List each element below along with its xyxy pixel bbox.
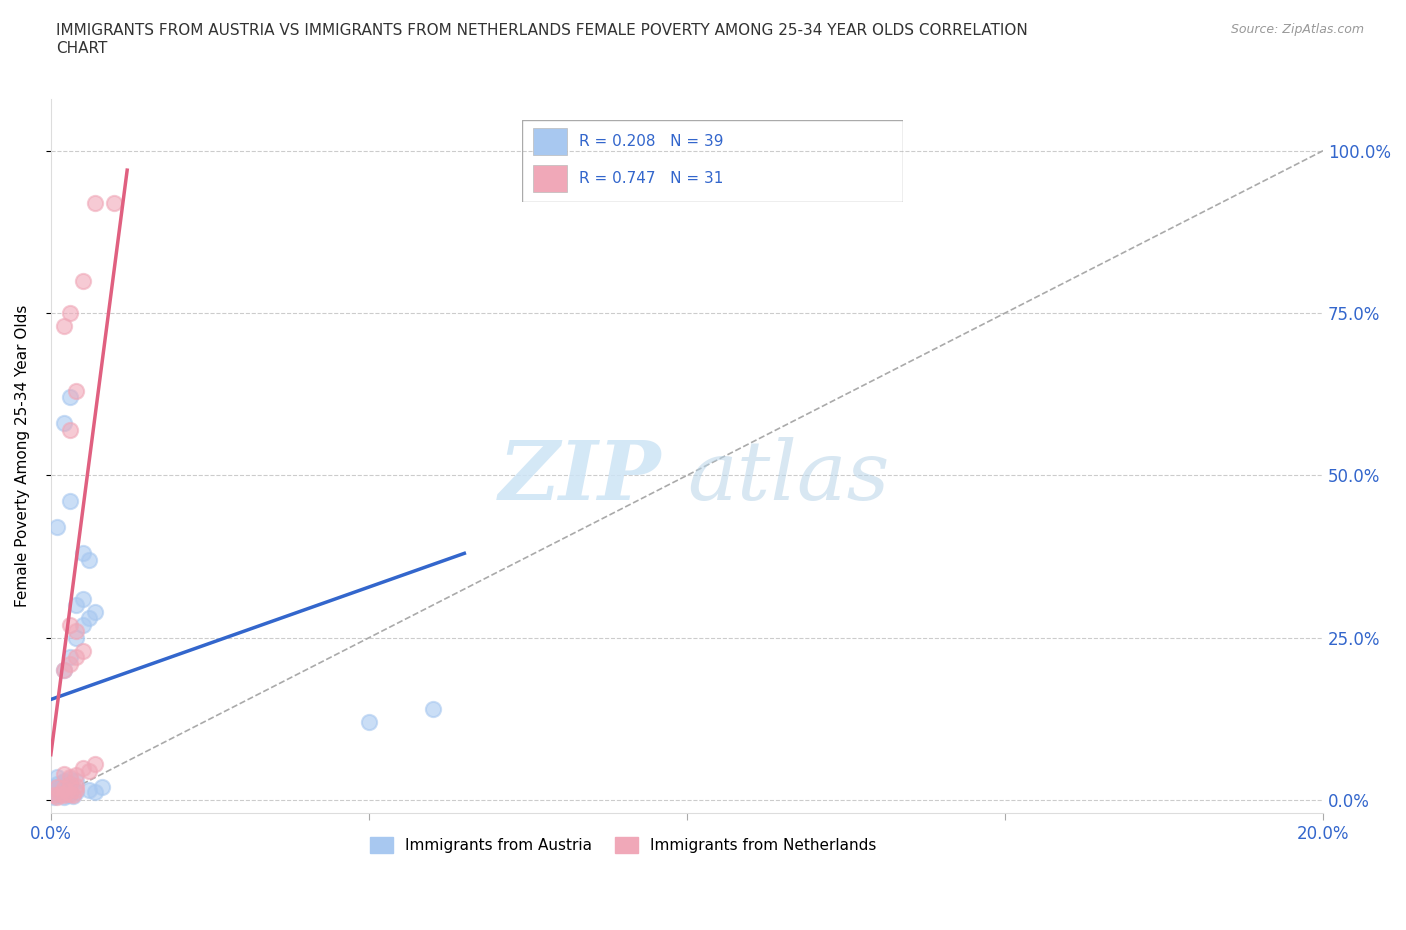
Point [65, 778, 87, 793]
Point [46, 788, 69, 803]
Text: IMMIGRANTS FROM AUSTRIA VS IMMIGRANTS FROM NETHERLANDS FEMALE POVERTY AMONG 25-3: IMMIGRANTS FROM AUSTRIA VS IMMIGRANTS FR… [56, 23, 1028, 56]
Point [59, 777, 82, 791]
Point [84, 757, 107, 772]
Point [84, 785, 107, 800]
Point [42, 779, 65, 794]
Point [42, 788, 65, 803]
Point [65, 624, 87, 639]
Point [55, 785, 77, 800]
Point [52, 788, 75, 803]
Point [65, 783, 87, 798]
Point [59, 786, 82, 801]
Point [59, 772, 82, 787]
Point [65, 631, 87, 645]
Point [65, 773, 87, 788]
Point [52, 766, 75, 781]
Text: atlas: atlas [688, 437, 890, 517]
Point [65, 383, 87, 398]
Point [59, 657, 82, 671]
Text: ZIP: ZIP [499, 437, 662, 517]
Point [77, 783, 100, 798]
Point [52, 779, 75, 794]
Point [52, 790, 75, 804]
Point [46, 520, 69, 535]
Point [72, 591, 94, 606]
Y-axis label: Female Poverty Among 25-34 Year Olds: Female Poverty Among 25-34 Year Olds [15, 305, 30, 607]
Point [49, 781, 72, 796]
Point [55, 788, 77, 803]
Point [52, 416, 75, 431]
Point [52, 663, 75, 678]
Text: Source: ZipAtlas.com: Source: ZipAtlas.com [1230, 23, 1364, 36]
Point [59, 650, 82, 665]
Point [357, 715, 380, 730]
Point [65, 785, 87, 800]
Point [72, 644, 94, 658]
Point [72, 618, 94, 632]
Point [52, 663, 75, 678]
Point [59, 618, 82, 632]
Point [49, 786, 72, 801]
Point [46, 779, 69, 794]
Point [59, 777, 82, 791]
Point [52, 775, 75, 790]
Point [52, 773, 75, 788]
Point [77, 764, 100, 778]
Point [59, 494, 82, 509]
Point [84, 195, 107, 210]
Point [90, 779, 112, 794]
Point [103, 195, 125, 210]
Point [46, 777, 69, 791]
Point [62, 788, 84, 803]
Point [59, 390, 82, 405]
Point [72, 546, 94, 561]
Point [46, 770, 69, 785]
Point [72, 760, 94, 775]
Point [72, 273, 94, 288]
Point [42, 790, 65, 804]
Point [77, 552, 100, 567]
Legend: Immigrants from Austria, Immigrants from Netherlands: Immigrants from Austria, Immigrants from… [364, 830, 883, 859]
Point [52, 781, 75, 796]
Point [422, 702, 444, 717]
Point [65, 768, 87, 783]
Point [65, 650, 87, 665]
Point [52, 319, 75, 334]
Point [84, 604, 107, 619]
Point [62, 788, 84, 803]
Point [59, 770, 82, 785]
Point [42, 786, 65, 801]
Point [49, 785, 72, 800]
Point [59, 306, 82, 321]
Point [59, 422, 82, 437]
Point [46, 790, 69, 804]
Point [65, 598, 87, 613]
Point [46, 783, 69, 798]
Point [59, 786, 82, 801]
Point [77, 611, 100, 626]
